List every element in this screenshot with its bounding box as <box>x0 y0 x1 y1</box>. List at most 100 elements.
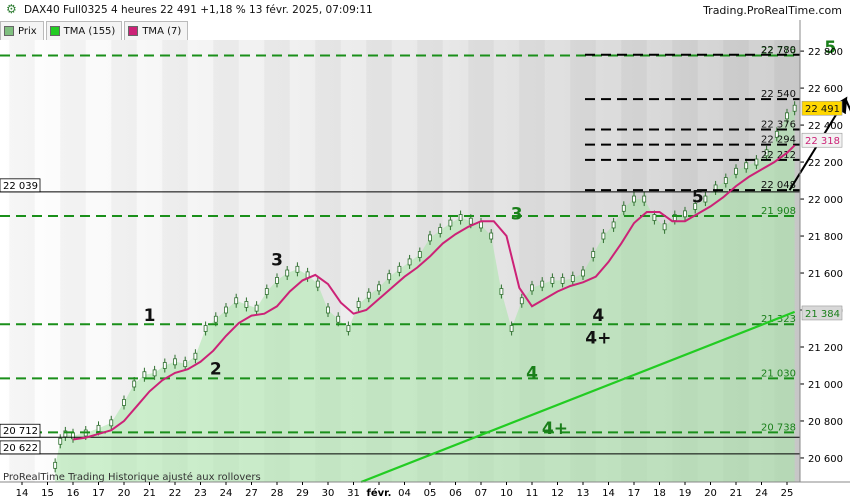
level-label: 22 212 <box>761 150 796 161</box>
price-candle-body <box>428 234 432 242</box>
projection-arrow <box>844 98 850 112</box>
level-label: 22 048 <box>761 180 796 191</box>
price-candle-body <box>438 227 443 234</box>
chart-header: ⚙ DAX40 Full0325 4 heures 22 491 +1,18 %… <box>0 0 850 20</box>
y-tick-label: 20 600 <box>808 454 843 465</box>
legend-swatch-tma155 <box>49 26 60 36</box>
price-candle-body <box>530 284 534 292</box>
price-candle-body <box>275 277 279 284</box>
y-tick-label: 22 000 <box>808 195 843 206</box>
x-tick-label: 23 <box>194 488 207 499</box>
price-candle-body <box>366 291 371 299</box>
level-label: 21 908 <box>761 206 796 217</box>
wave-label: 5 <box>824 38 836 58</box>
level-label: 21 030 <box>761 368 796 379</box>
x-tick-label: 21 <box>730 488 743 499</box>
price-candle-body <box>683 210 687 218</box>
wave-label: 2 <box>210 360 222 380</box>
price-badge-label: 22 318 <box>805 136 840 147</box>
price-candle-body <box>377 284 381 292</box>
price-candle-body <box>734 167 738 175</box>
solid-level-box <box>0 178 41 193</box>
price-candle-body <box>58 437 63 445</box>
x-tick-label: 12 <box>551 488 564 499</box>
y-tick-label: 20 800 <box>808 417 843 428</box>
x-band <box>60 40 86 482</box>
legend-label-tma7: TMA (7) <box>142 25 182 37</box>
price-candle-body <box>754 158 759 166</box>
x-tick-label: 07 <box>475 488 488 499</box>
price-candle-body <box>132 380 137 388</box>
x-tick-label: févr. <box>367 487 392 499</box>
brand-link[interactable]: Trading.ProRealTime.com <box>703 4 842 17</box>
price-candle-body <box>96 424 101 432</box>
x-tick-label: 22 <box>169 488 182 499</box>
wave-label: 4 <box>592 306 604 326</box>
price-candle-body <box>764 149 769 157</box>
x-axis-background <box>0 482 850 500</box>
level-label: 22 294 <box>761 135 796 146</box>
footer-note: ProRealTime Trading Historique ajusté au… <box>3 471 261 483</box>
price-candle-body <box>591 251 596 258</box>
price-candle-body <box>509 325 514 332</box>
price-candle-body <box>468 217 473 225</box>
price-candle-body <box>540 280 545 288</box>
level-label: 22 540 <box>761 89 796 100</box>
price-candle-body <box>632 195 636 203</box>
price-candle-body <box>458 214 463 221</box>
x-tick-label: 20 <box>704 488 717 499</box>
x-tick-label: 17 <box>92 488 105 499</box>
price-candle-body <box>792 104 797 112</box>
x-tick-label: 17 <box>628 488 641 499</box>
x-tick-label: 11 <box>526 488 539 499</box>
y-tick-label: 22 400 <box>808 121 843 132</box>
x-tick-label: 19 <box>679 488 692 499</box>
price-candle-body <box>295 265 300 273</box>
price-candle-body <box>213 315 218 323</box>
x-tick-label: 29 <box>296 488 309 499</box>
x-tick-label: 16 <box>67 488 80 499</box>
price-candle-body <box>203 325 208 332</box>
tma7-line <box>72 144 796 441</box>
chart-title: DAX40 Full0325 4 heures 22 491 +1,18 % 1… <box>24 4 373 16</box>
x-tick-label: 20 <box>118 488 131 499</box>
price-candle-body <box>336 315 341 323</box>
price-candle-body <box>224 306 228 314</box>
price-candle-body <box>417 251 422 258</box>
price-candle-body <box>621 204 626 212</box>
price-candle-body <box>244 301 249 308</box>
y-tick-label: 22 800 <box>808 47 843 58</box>
price-badge <box>801 132 843 148</box>
price-candle-body <box>662 223 667 231</box>
x-tick-label: 06 <box>449 488 462 499</box>
price-candle-body <box>254 304 259 312</box>
x-tick-label: 25 <box>781 488 794 499</box>
price-candle-body <box>744 162 749 170</box>
x-tick-label: 14 <box>602 488 615 499</box>
settings-gear-icon[interactable]: ⚙ <box>6 2 17 16</box>
price-badge <box>801 100 843 116</box>
price-badge <box>801 305 843 321</box>
x-tick-label: 05 <box>424 488 437 499</box>
price-candle-body <box>611 221 616 229</box>
price-candle-body <box>162 362 167 369</box>
wave-label: 1 <box>144 306 156 326</box>
price-candle-body <box>173 358 177 366</box>
price-candle-body <box>122 399 126 406</box>
x-tick-label: 04 <box>398 488 411 499</box>
price-candle-body <box>183 360 188 368</box>
price-candle-body <box>785 112 789 120</box>
price-candle-body <box>550 277 555 284</box>
wave-label: 3 <box>511 204 523 224</box>
solid-level-box <box>0 423 41 438</box>
y-tick-label: 21 600 <box>808 269 843 280</box>
x-tick-label: 10 <box>500 488 513 499</box>
x-tick-label: 24 <box>755 488 768 499</box>
price-candle-body <box>152 369 157 377</box>
x-tick-label: 28 <box>271 488 284 499</box>
legend-swatch-tma7 <box>128 26 139 36</box>
price-candle-body <box>234 297 239 305</box>
x-tick-label: 13 <box>577 488 590 499</box>
